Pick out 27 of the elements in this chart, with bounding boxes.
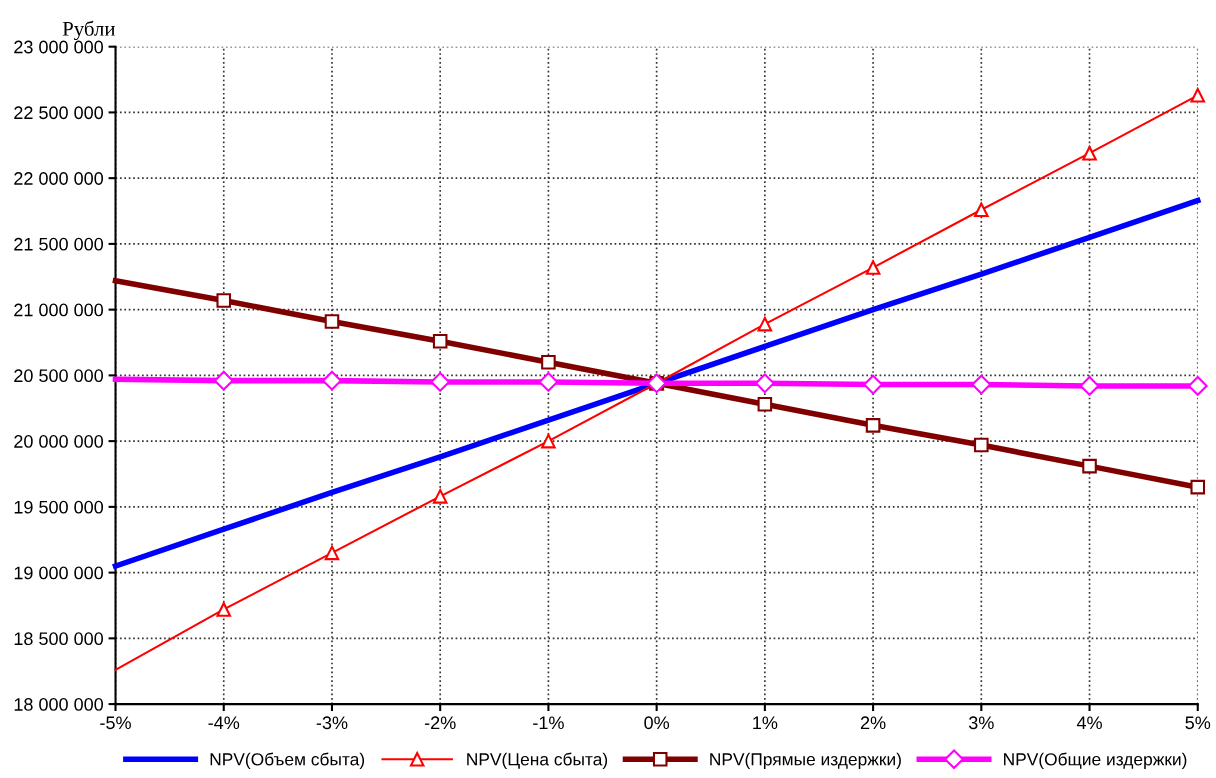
x-tick-label: 5% (1185, 716, 1211, 730)
x-tick-label: -5% (100, 716, 131, 730)
y-tick-label: 21 000 000 (14, 303, 104, 317)
y-tick-label: 22 000 000 (14, 172, 104, 185)
legend-label: NPV(Цена сбыта) (467, 752, 608, 769)
y-tick-label: 19 500 000 (14, 500, 104, 514)
x-tick-label: -2% (424, 716, 456, 730)
x-tick-label: 2% (860, 716, 886, 730)
y-tick-label: 22 500 000 (14, 106, 104, 120)
legend-label: NPV(Объем сбыта) (210, 752, 365, 769)
y-tick-label: 20 000 000 (14, 435, 104, 448)
x-tick-label: -4% (208, 716, 240, 730)
y-tick-label: 19 000 000 (14, 566, 104, 580)
y-tick-label: 18 500 000 (14, 632, 104, 646)
y-tick-label: 21 500 000 (14, 237, 104, 251)
y-tick-label: 18 000 000 (14, 698, 104, 711)
x-tick-label: -1% (533, 716, 564, 730)
y-axis-title: Рубли (62, 20, 116, 41)
x-tick-label: 3% (968, 716, 994, 730)
legend-label: NPV(Прямые издержки) (710, 752, 901, 769)
y-tick-label: 20 500 000 (14, 369, 104, 383)
x-tick-label: 4% (1076, 716, 1102, 730)
x-tick-label: 0% (644, 716, 670, 730)
y-tick-label: 23 000 000 (14, 40, 104, 54)
x-tick-label: 1% (753, 716, 778, 730)
x-tick-label: -3% (316, 716, 348, 730)
legend-label: NPV(Общие издержки) (1004, 752, 1187, 769)
